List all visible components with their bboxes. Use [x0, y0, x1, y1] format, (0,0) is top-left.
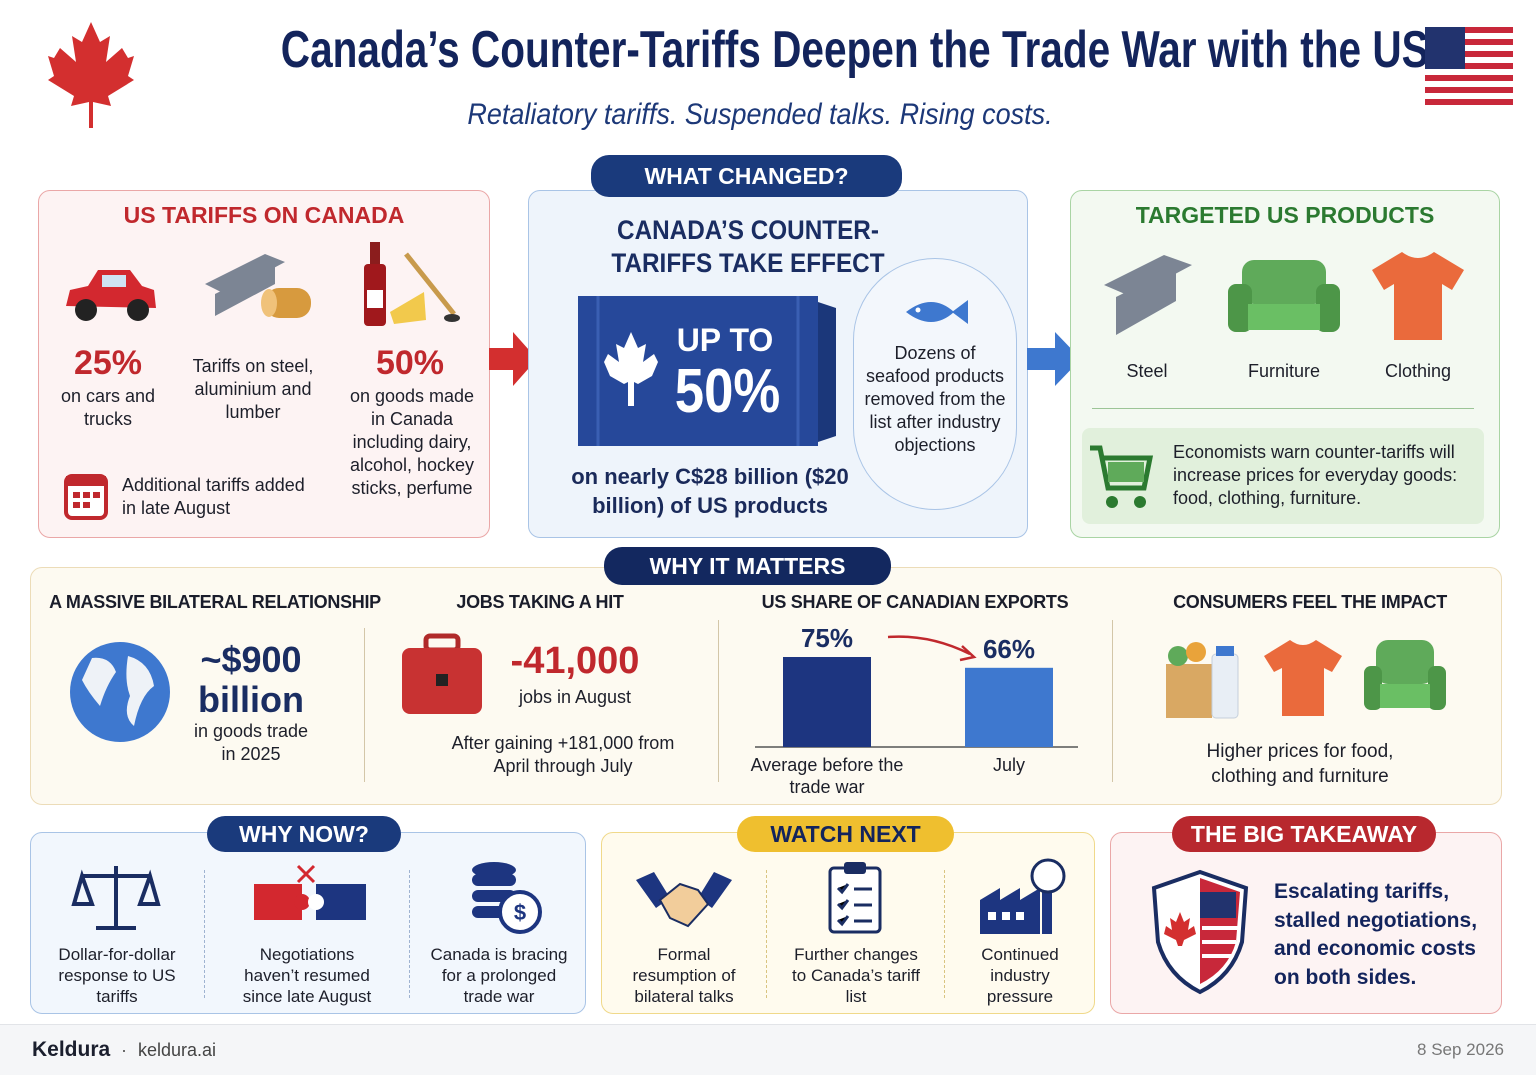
note: Economists warn counter-tariffs will inc… [1173, 442, 1458, 508]
scale-icon [71, 866, 161, 930]
trend-arrowhead [959, 645, 977, 662]
armchair-icon [1364, 640, 1446, 710]
watch-item: Formal resumption of bilateral talks [632, 945, 736, 1006]
divider [718, 620, 719, 782]
footer-date: 8 Sep 2026 [1417, 1040, 1504, 1059]
container-icon [578, 296, 836, 446]
factory-icon [980, 858, 1066, 934]
note: Additional tariffs added in late August [122, 475, 305, 518]
category-label: July [993, 755, 1025, 775]
footer [0, 1024, 1536, 1075]
why-matters-panel [30, 567, 1502, 805]
rate-description: on cars and trucks [60, 386, 156, 429]
bar [783, 657, 871, 747]
divider [766, 870, 767, 998]
fish-icon [906, 300, 968, 324]
shield-icon [1151, 869, 1249, 995]
tariff-description: Tariffs on steel, aluminium and lumber [192, 356, 314, 422]
rate: 25% [73, 344, 143, 382]
product-label: Steel [1126, 361, 1168, 381]
us-flag-icon [1425, 27, 1513, 105]
up-to: UP TO [676, 322, 774, 358]
globe-icon [70, 642, 170, 742]
trade-description: in goods trade in 2025 [193, 721, 309, 764]
divider [204, 870, 205, 998]
column-title: CONSUMERS FEEL THE IMPACT [1173, 592, 1447, 612]
subtitle: Retaliatory tariffs. Suspended talks. Ri… [467, 98, 1053, 131]
product-label: Clothing [1384, 361, 1452, 381]
rate: 50% [375, 344, 445, 382]
watch-item: Further changes to Canada’s tariff list [792, 945, 920, 1006]
section-badge: WHY NOW? [207, 816, 401, 852]
why-now-item: Canada is bracing for a prolonged trade … [430, 945, 568, 1006]
coins-icon: $ [472, 862, 542, 934]
divider [409, 870, 410, 998]
label-line: trade war [789, 777, 864, 797]
divider [1092, 408, 1474, 409]
category-label: Average before the trade war [751, 755, 904, 797]
section-badge: WATCH NEXT [737, 816, 954, 852]
car-icon [66, 270, 156, 321]
handshake-icon [636, 872, 732, 928]
panel-title: US TARIFFS ON CANADA [123, 202, 405, 228]
column-title: US SHARE OF CANADIAN EXPORTS [761, 592, 1069, 612]
calendar-icon [64, 474, 108, 520]
jobs-value: -41,000 [510, 640, 640, 682]
seafood-bubble [853, 258, 1017, 510]
furniture-icon [1228, 260, 1340, 332]
why-now-item: Negotiations haven’t resumed since late … [242, 945, 372, 1006]
column-title: JOBS TAKING A HIT [456, 592, 624, 612]
value-label: 66% [983, 634, 1035, 664]
clothing-icon [1372, 252, 1464, 340]
panel-title: CANADA’S COUNTER-TARIFFS TAKE EFFECT [611, 215, 885, 278]
cart-icon [1090, 445, 1154, 508]
groceries-icon [1166, 642, 1239, 719]
goods-icon [364, 242, 460, 326]
jobs-description: jobs in August [518, 687, 632, 707]
bar [965, 667, 1053, 747]
maple-leaf-icon [48, 22, 134, 128]
title: Canada’s Counter-Tariffs Deepen the Trad… [280, 21, 1429, 79]
footer-brand: Keldura [32, 1038, 111, 1061]
divider [1112, 620, 1113, 782]
briefcase-icon [402, 633, 482, 714]
footer-site: keldura.ai [138, 1040, 217, 1060]
consumers-description: Higher prices for food, clothing and fur… [1206, 741, 1394, 787]
divider [364, 628, 365, 782]
red-arrow [489, 332, 537, 386]
counter-rate: 50% [674, 357, 781, 426]
puzzle-icon [254, 864, 366, 920]
why-now-item: Dollar-for-dollar response to US tariffs [58, 945, 176, 1006]
section-badge: THE BIG TAKEAWAY [1172, 816, 1436, 852]
steel-lumber-icon [205, 254, 311, 318]
trade-value: ~$900 billion [198, 639, 304, 720]
jobs-note: After gaining +181,000 from April throug… [451, 733, 675, 776]
column-title: A MASSIVE BILATERAL RELATIONSHIP [49, 592, 381, 612]
trend-arrow [887, 635, 971, 656]
divider [944, 870, 945, 998]
label-line: Average before the [751, 755, 904, 775]
panel-title: TARGETED US PRODUCTS [1135, 202, 1435, 228]
section-badge: WHAT CHANGED? [591, 155, 902, 197]
rate-description: on goods made in Canada including dairy,… [349, 386, 475, 498]
blue-arrow [1027, 332, 1081, 386]
note-box [1082, 428, 1484, 524]
section-badge: WHY IT MATTERS [604, 547, 891, 585]
watch-item: Continued industry pressure [981, 945, 1059, 1006]
seafood-note: Dozens of seafood products removed from … [864, 343, 1006, 455]
footer-separator: · [121, 1040, 127, 1060]
us-tariffs-panel [38, 190, 490, 538]
product-label: Furniture [1247, 361, 1321, 381]
dollar-symbol: $ [514, 900, 526, 925]
scope: on nearly C$28 billion ($20 billion) of … [571, 464, 849, 518]
steel-icon [1104, 255, 1192, 335]
checklist-icon [828, 862, 882, 934]
takeaway-text: Escalating tariffs, stalled negotiations… [1274, 880, 1478, 989]
clothing-icon [1264, 640, 1342, 716]
value-label: 75% [801, 623, 853, 653]
